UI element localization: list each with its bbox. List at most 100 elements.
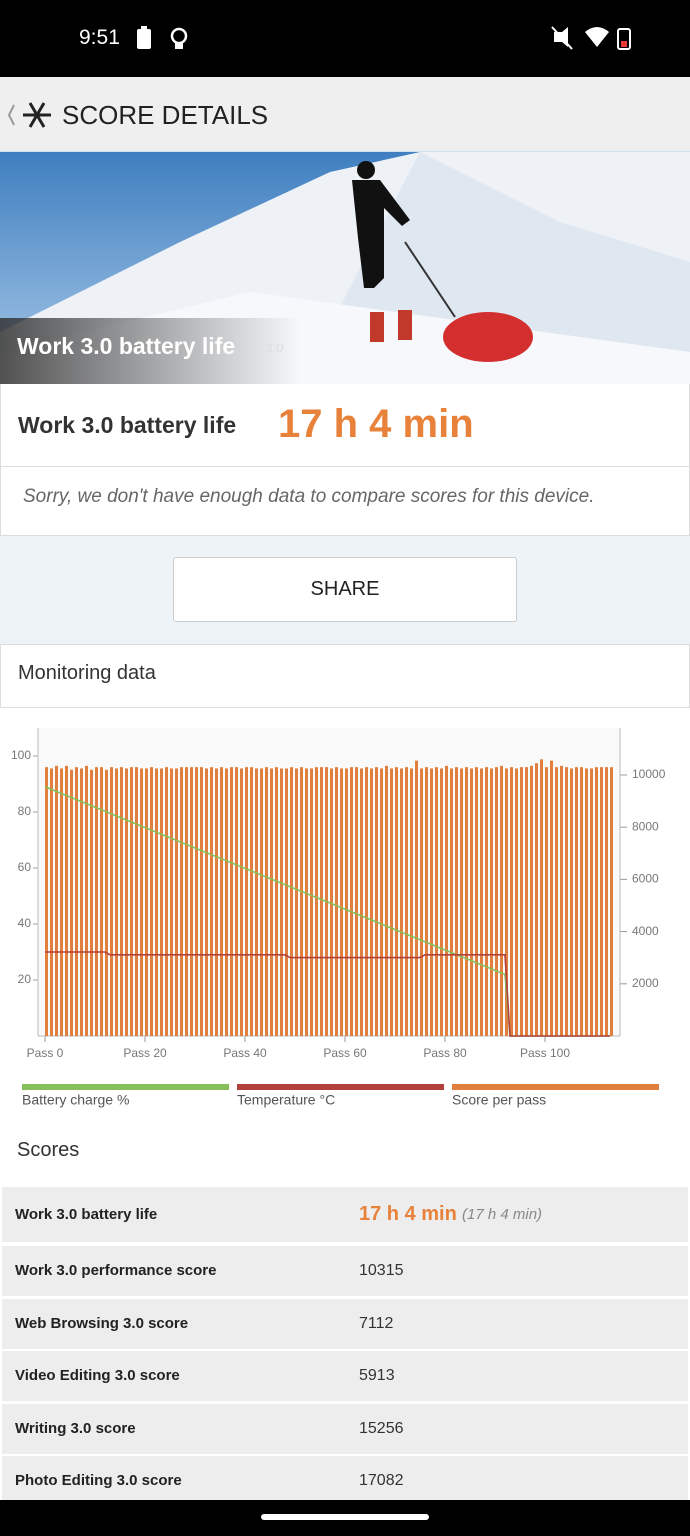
bar (495, 767, 498, 1036)
bar (145, 768, 148, 1036)
bar (250, 767, 253, 1036)
bar (265, 767, 268, 1036)
score-label: Video Editing 3.0 score (15, 1367, 180, 1384)
y-tick-label: 80 (18, 804, 32, 818)
bar (260, 768, 263, 1036)
bar (520, 767, 523, 1036)
bar (570, 768, 573, 1036)
bar (305, 768, 308, 1036)
bar (290, 767, 293, 1036)
bar (510, 767, 513, 1036)
bar (345, 768, 348, 1036)
bar (470, 768, 473, 1036)
bar (50, 768, 53, 1036)
y2-tick-label: 6000 (632, 872, 659, 886)
bar (170, 768, 173, 1036)
share-button[interactable]: SHARE (173, 557, 517, 622)
bar (450, 768, 453, 1036)
bar (390, 768, 393, 1036)
score-detail: (17 h 4 min) (462, 1205, 543, 1223)
bar (185, 767, 188, 1036)
bar (365, 767, 368, 1036)
bar (70, 769, 73, 1036)
bar (240, 768, 243, 1036)
bar (610, 767, 613, 1036)
bar (485, 767, 488, 1036)
legend-label: Score per pass (452, 1092, 546, 1108)
y-tick-label: 20 (18, 972, 32, 986)
bar (230, 767, 233, 1036)
bar (395, 767, 398, 1036)
legend-label: Temperature °C (237, 1092, 335, 1108)
bar (140, 768, 143, 1036)
bar (65, 765, 68, 1036)
score-value: 5913 (359, 1367, 395, 1384)
bar (320, 767, 323, 1036)
bar (95, 767, 98, 1036)
x-tick-label: Pass 80 (423, 1046, 467, 1060)
bar (115, 768, 118, 1036)
bar (440, 768, 443, 1036)
share-area: SHARE (0, 536, 690, 644)
score-row: Video Editing 3.0 score 5913 (2, 1351, 688, 1401)
home-indicator[interactable] (261, 1514, 429, 1520)
bar (455, 767, 458, 1036)
bar (330, 768, 333, 1036)
score-value: 17082 (359, 1472, 404, 1489)
bar (515, 768, 518, 1036)
note: Sorry, we don't have enough data to comp… (23, 486, 595, 507)
score-row: Photo Editing 3.0 score 17082 (2, 1456, 688, 1506)
legend-swatch (452, 1084, 659, 1090)
bar (560, 765, 563, 1036)
bar (270, 768, 273, 1036)
bar (435, 767, 438, 1036)
bar (280, 768, 283, 1036)
status-bar: 9:51 (0, 0, 690, 77)
bar (175, 768, 178, 1036)
bar (125, 768, 128, 1036)
bar (460, 768, 463, 1036)
bar (210, 767, 213, 1036)
bar (535, 763, 538, 1036)
y-tick-label: 100 (11, 748, 31, 762)
page-title: SCORE DETAILS (62, 100, 269, 130)
x-tick-label: Pass 100 (520, 1046, 570, 1060)
score-label: Web Browsing 3.0 score (15, 1315, 189, 1332)
result-row: Work 3.0 battery life 17 h 4 min (0, 384, 690, 467)
score-label: Photo Editing 3.0 score (15, 1472, 182, 1489)
bar (500, 765, 503, 1036)
bar (75, 767, 78, 1036)
y2-tick-label: 4000 (632, 924, 659, 938)
bar (605, 767, 608, 1036)
bar (90, 769, 93, 1036)
score-value: 17 h 4 min (359, 1202, 457, 1225)
note-row: Sorry, we don't have enough data to comp… (0, 467, 690, 536)
bar (275, 767, 278, 1036)
bar (355, 767, 358, 1036)
bar (285, 768, 288, 1036)
bar (385, 765, 388, 1036)
score-value: 10315 (359, 1262, 404, 1279)
bar (100, 767, 103, 1036)
bar (340, 768, 343, 1036)
x-tick-label: Pass 40 (223, 1046, 267, 1060)
bar (410, 768, 413, 1036)
score-label: Work 3.0 battery life (15, 1205, 158, 1223)
bar (370, 768, 373, 1036)
score-label: Work 3.0 performance score (15, 1262, 217, 1279)
score-row: Writing 3.0 score 15256 (2, 1404, 688, 1454)
bar (220, 767, 223, 1036)
nav-bar (0, 1500, 690, 1536)
bar (600, 767, 603, 1036)
bar (490, 768, 493, 1036)
hero-image: Work 3.0 battery life 3.0 (0, 152, 690, 384)
bar (190, 767, 193, 1036)
bar (85, 765, 88, 1036)
bar (295, 768, 298, 1036)
x-tick-label: Pass 0 (27, 1046, 64, 1060)
hero-title: Work 3.0 battery life (17, 333, 235, 359)
monitoring-title: Monitoring data (18, 662, 156, 684)
back-logo[interactable] (4, 97, 58, 133)
bar (130, 767, 133, 1036)
app-header: SCORE DETAILS (0, 77, 690, 153)
